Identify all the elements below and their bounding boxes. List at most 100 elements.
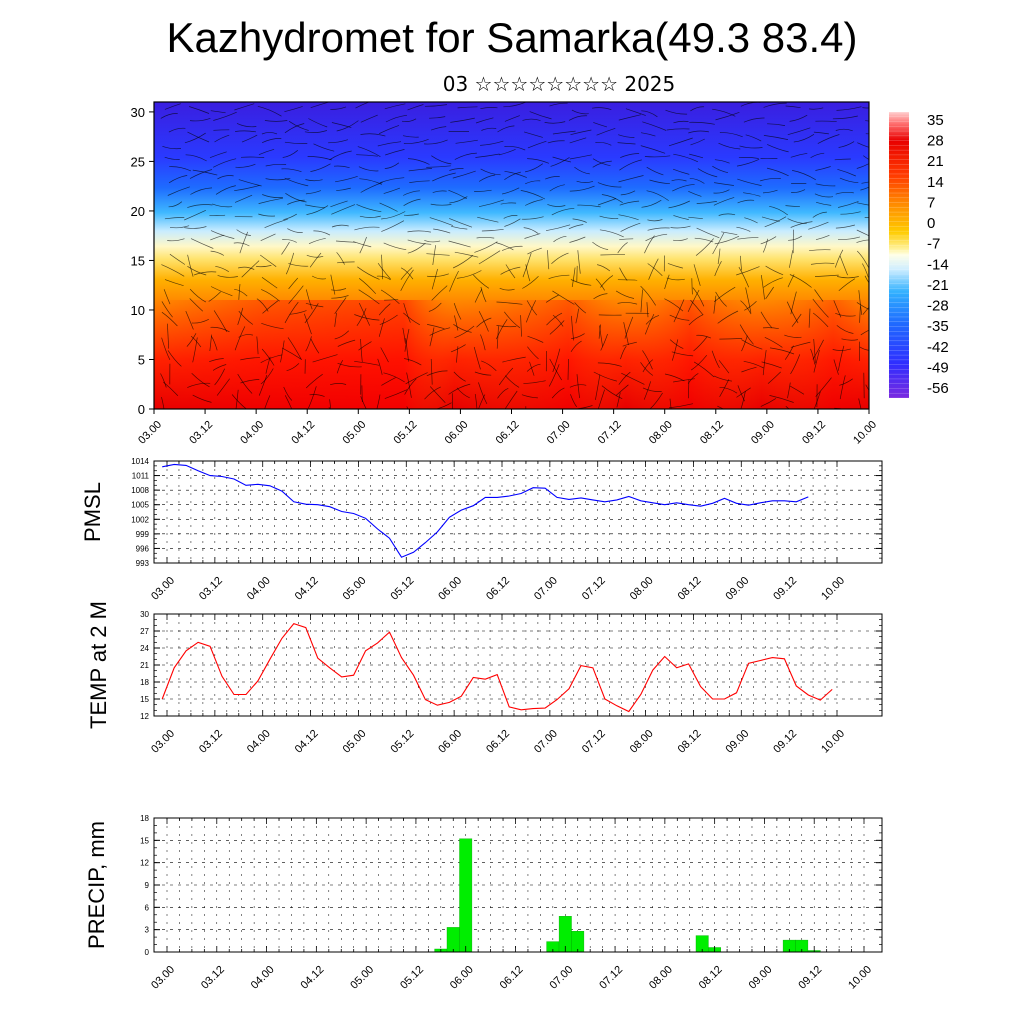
wind-streamline xyxy=(337,362,362,368)
wind-streamline xyxy=(504,311,521,329)
wind-streamline xyxy=(481,127,497,131)
wind-streamline xyxy=(210,110,226,114)
wind-streamline xyxy=(256,336,259,355)
wind-streamline xyxy=(305,204,326,209)
wind-streamline xyxy=(599,215,619,219)
wind-streamline xyxy=(265,356,271,374)
wind-streamline xyxy=(577,204,601,208)
wind-streamline xyxy=(265,177,291,181)
x-tick-label: 03.12 xyxy=(187,419,215,447)
wind-streamline xyxy=(713,189,730,194)
wind-streamline xyxy=(640,289,643,313)
wind-streamline xyxy=(281,241,290,255)
x-tick-label: 09.00 xyxy=(747,964,775,992)
wind-streamline xyxy=(646,190,669,201)
wind-streamline xyxy=(185,310,194,330)
wind-streamline xyxy=(209,334,212,352)
wind-streamline xyxy=(645,315,660,325)
wind-streamline xyxy=(574,302,587,314)
x-tick-label: 09.00 xyxy=(723,728,751,756)
wind-streamline xyxy=(162,145,182,150)
x-tick-label: 07.00 xyxy=(532,575,560,603)
wind-streamline xyxy=(649,179,670,185)
wind-streamline xyxy=(334,312,337,327)
wind-streamline xyxy=(454,251,479,258)
wind-streamline xyxy=(497,125,515,133)
wind-streamline xyxy=(258,148,275,156)
wind-streamline xyxy=(833,359,839,375)
wind-streamline xyxy=(593,122,607,128)
wind-streamline xyxy=(408,168,433,172)
wind-streamline xyxy=(736,226,751,232)
wind-streamline xyxy=(523,227,539,234)
y-tick-label: 0 xyxy=(145,948,150,957)
wind-streamline xyxy=(838,141,855,148)
wind-streamline xyxy=(409,180,430,183)
wind-streamline xyxy=(212,203,233,208)
wind-streamline xyxy=(817,134,840,144)
wind-streamline xyxy=(406,372,412,398)
wind-streamline xyxy=(455,139,478,144)
wind-streamline xyxy=(377,141,402,147)
wind-streamline xyxy=(643,381,652,400)
wind-streamline xyxy=(331,204,356,215)
precip-bar xyxy=(571,931,585,953)
wind-streamline xyxy=(692,287,705,307)
wind-streamline xyxy=(288,277,299,290)
wind-streamline xyxy=(477,216,499,223)
wind-streamline xyxy=(336,359,344,374)
wind-streamline xyxy=(786,301,799,324)
wind-streamline xyxy=(863,155,869,160)
wind-streamline xyxy=(260,233,276,242)
wind-streamline xyxy=(595,141,612,146)
wind-streamline xyxy=(164,103,181,110)
wind-streamline xyxy=(597,389,605,409)
wind-streamline xyxy=(691,354,708,371)
precip-ylabel: PRECIP, mm xyxy=(84,821,109,949)
wind-streamline xyxy=(192,169,218,176)
wind-streamline xyxy=(815,120,837,123)
wind-streamline xyxy=(695,238,714,256)
wind-streamline xyxy=(287,337,302,360)
colorbar-label: 35 xyxy=(927,112,944,129)
wind-streamline xyxy=(234,288,248,297)
wind-streamline xyxy=(570,279,592,286)
wind-streamline xyxy=(164,156,180,160)
wind-streamline xyxy=(400,267,413,280)
wind-streamline xyxy=(241,134,258,143)
y-tick-label: 3 xyxy=(145,926,150,935)
wind-streamline xyxy=(713,197,735,206)
wind-streamline xyxy=(186,333,197,347)
colorbar-labels: 35 28 21 14 7 0 -7 -14 -21 -28 -35 -42 -49 -56 xyxy=(927,112,949,397)
x-tick-label: 04.12 xyxy=(289,419,317,447)
wind-streamline xyxy=(759,177,781,182)
wind-streamline xyxy=(331,122,352,128)
x-tick-label: 03.00 xyxy=(149,964,177,992)
wind-streamline xyxy=(161,337,171,360)
x-tick-label: 08.12 xyxy=(698,419,726,447)
wind-streamline xyxy=(672,168,690,175)
wind-streamline xyxy=(329,150,352,161)
wind-streamline xyxy=(384,162,400,169)
wind-streamline xyxy=(764,216,787,228)
wind-streamline xyxy=(283,213,297,220)
wind-streamline xyxy=(668,200,690,209)
wind-streamline xyxy=(260,354,283,364)
wind-streamline xyxy=(189,169,213,179)
wind-streamline xyxy=(834,249,844,268)
wind-streamline xyxy=(381,220,405,232)
wind-streamline xyxy=(424,240,441,243)
x-tick-label: 06.00 xyxy=(443,419,471,447)
wind-streamline xyxy=(769,205,789,216)
wind-streamline xyxy=(815,166,831,171)
wind-streamline xyxy=(642,387,662,392)
wind-streamline xyxy=(426,370,448,377)
wind-streamline xyxy=(569,236,586,243)
wind-streamline xyxy=(474,288,483,303)
wind-streamline xyxy=(303,313,312,335)
wind-streamline xyxy=(239,231,249,254)
wind-streamline xyxy=(480,334,486,351)
y-tick-label: 6 xyxy=(145,903,150,912)
wind-streamline xyxy=(404,358,422,366)
wind-streamline xyxy=(592,241,609,250)
